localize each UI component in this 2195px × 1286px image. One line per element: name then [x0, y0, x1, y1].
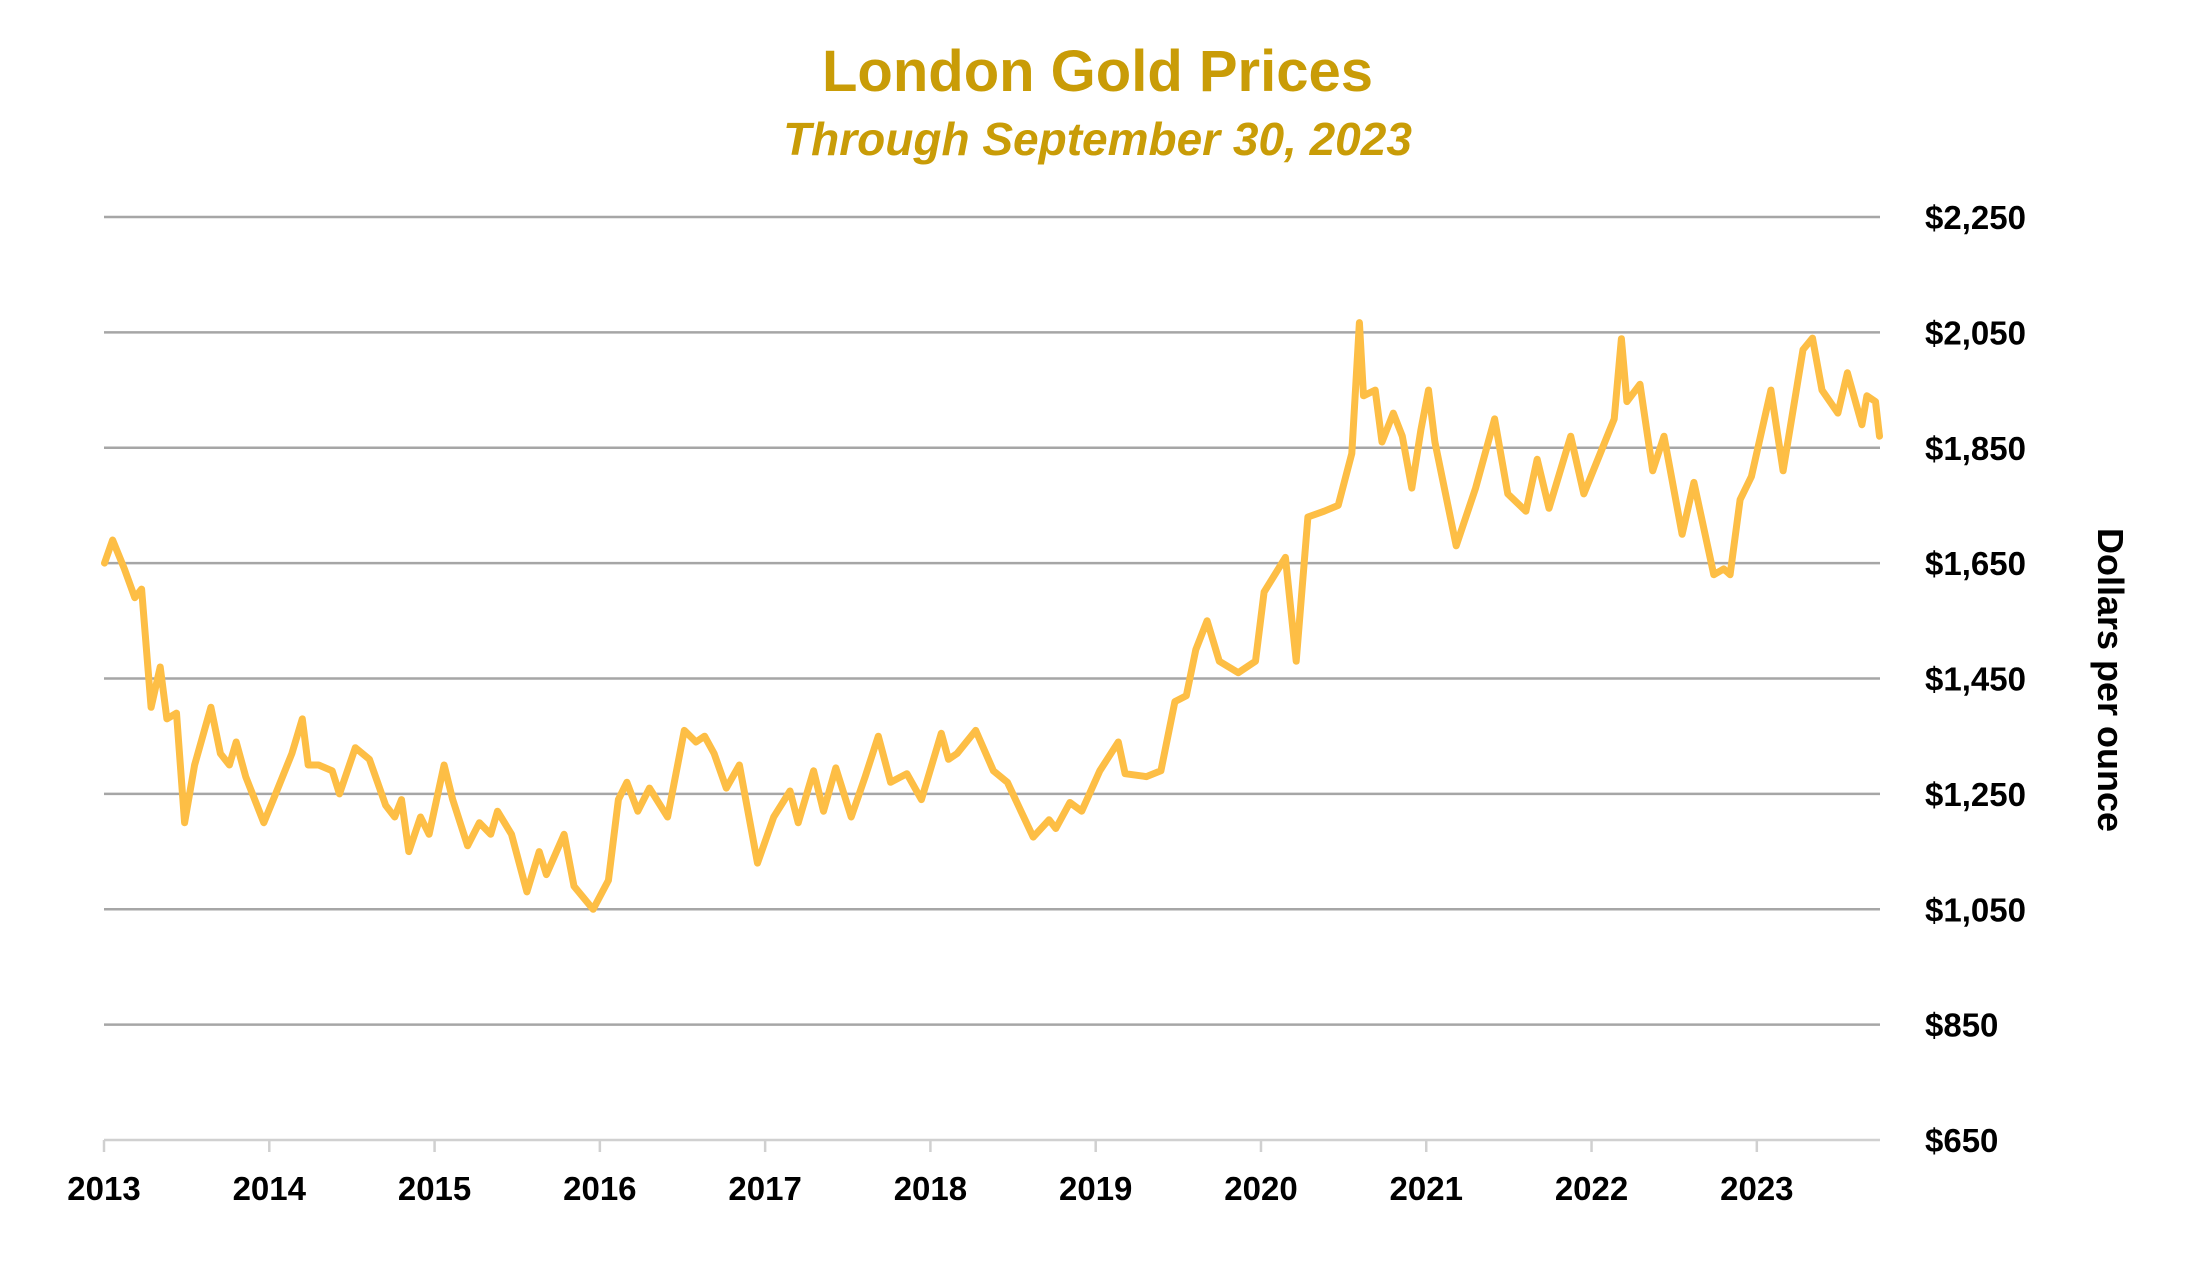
y-tick-label: $1,850	[1925, 430, 2026, 467]
y-tick-label: $1,650	[1925, 545, 2026, 582]
y-tick-label: $650	[1925, 1122, 1998, 1159]
x-tick-label: 2019	[1059, 1170, 1132, 1207]
y-tick-label: $1,250	[1925, 776, 2026, 813]
x-tick-label: 2017	[728, 1170, 801, 1207]
gold-price-line	[101, 319, 1883, 913]
x-tick-label: 2023	[1720, 1170, 1793, 1207]
x-tick-label: 2016	[563, 1170, 636, 1207]
x-tick-label: 2014	[233, 1170, 307, 1207]
y-tick-label: $850	[1925, 1007, 1998, 1044]
x-tick-label: 2018	[894, 1170, 967, 1207]
y-tick-label: $2,250	[1925, 199, 2026, 236]
y-tick-label: $2,050	[1925, 314, 2026, 351]
x-tick-label: 2013	[67, 1170, 140, 1207]
x-tick-label: 2015	[398, 1170, 471, 1207]
chart-title: London Gold Prices	[821, 39, 1374, 104]
y-tick-label: $1,450	[1925, 661, 2026, 698]
x-tick-label: 2020	[1224, 1170, 1297, 1207]
chart-subtitle: Through September 30, 2023	[783, 113, 1412, 165]
y-tick-label: $1,050	[1925, 891, 2026, 928]
x-tick-label: 2022	[1555, 1170, 1628, 1207]
x-tick-label: 2021	[1390, 1170, 1463, 1207]
